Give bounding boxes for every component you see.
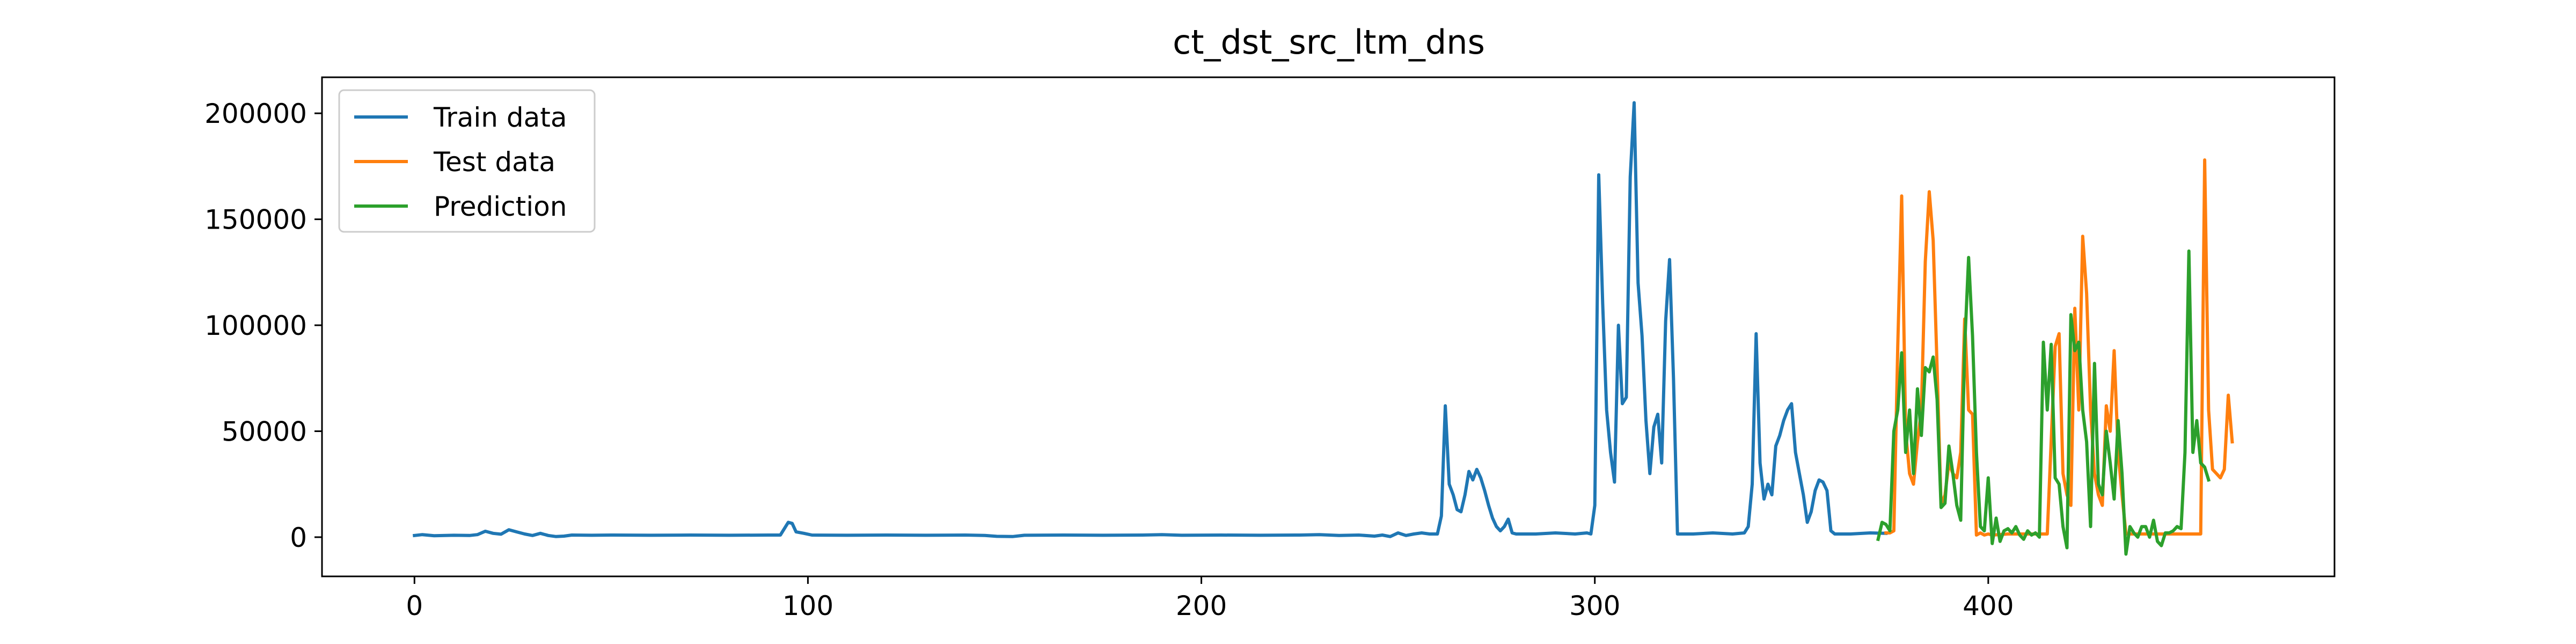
legend-label: Test data bbox=[433, 147, 555, 178]
x-tick-label: 0 bbox=[406, 590, 423, 621]
x-tick-label: 100 bbox=[782, 590, 833, 621]
plot-frame bbox=[321, 76, 2336, 577]
x-tick-label: 400 bbox=[1963, 590, 2014, 621]
legend: Train data Test data Prediction bbox=[338, 89, 596, 233]
legend-box bbox=[338, 89, 596, 233]
series-layer bbox=[412, 101, 2234, 556]
y-tick-label: 0 bbox=[290, 522, 307, 553]
legend-label: Prediction bbox=[434, 191, 567, 222]
y-tick-label: 100000 bbox=[204, 310, 307, 341]
x-tick-label: 300 bbox=[1569, 590, 1620, 621]
series-line-prediction bbox=[1876, 249, 2211, 556]
series-line-test-data bbox=[1884, 158, 2234, 537]
y-tick-label: 150000 bbox=[204, 204, 307, 236]
y-tick-label: 200000 bbox=[204, 98, 307, 129]
y-tick-label: 50000 bbox=[222, 416, 307, 447]
series-line-train-data bbox=[412, 101, 1888, 538]
chart-title: ct_dst_src_ltm_dns bbox=[1173, 23, 1485, 62]
x-tick-label: 200 bbox=[1176, 590, 1227, 621]
legend-label: Train data bbox=[433, 102, 567, 133]
axes-layer: 0 100 200 300 400 0 50000 100000 150000 200000 bbox=[204, 98, 2014, 621]
